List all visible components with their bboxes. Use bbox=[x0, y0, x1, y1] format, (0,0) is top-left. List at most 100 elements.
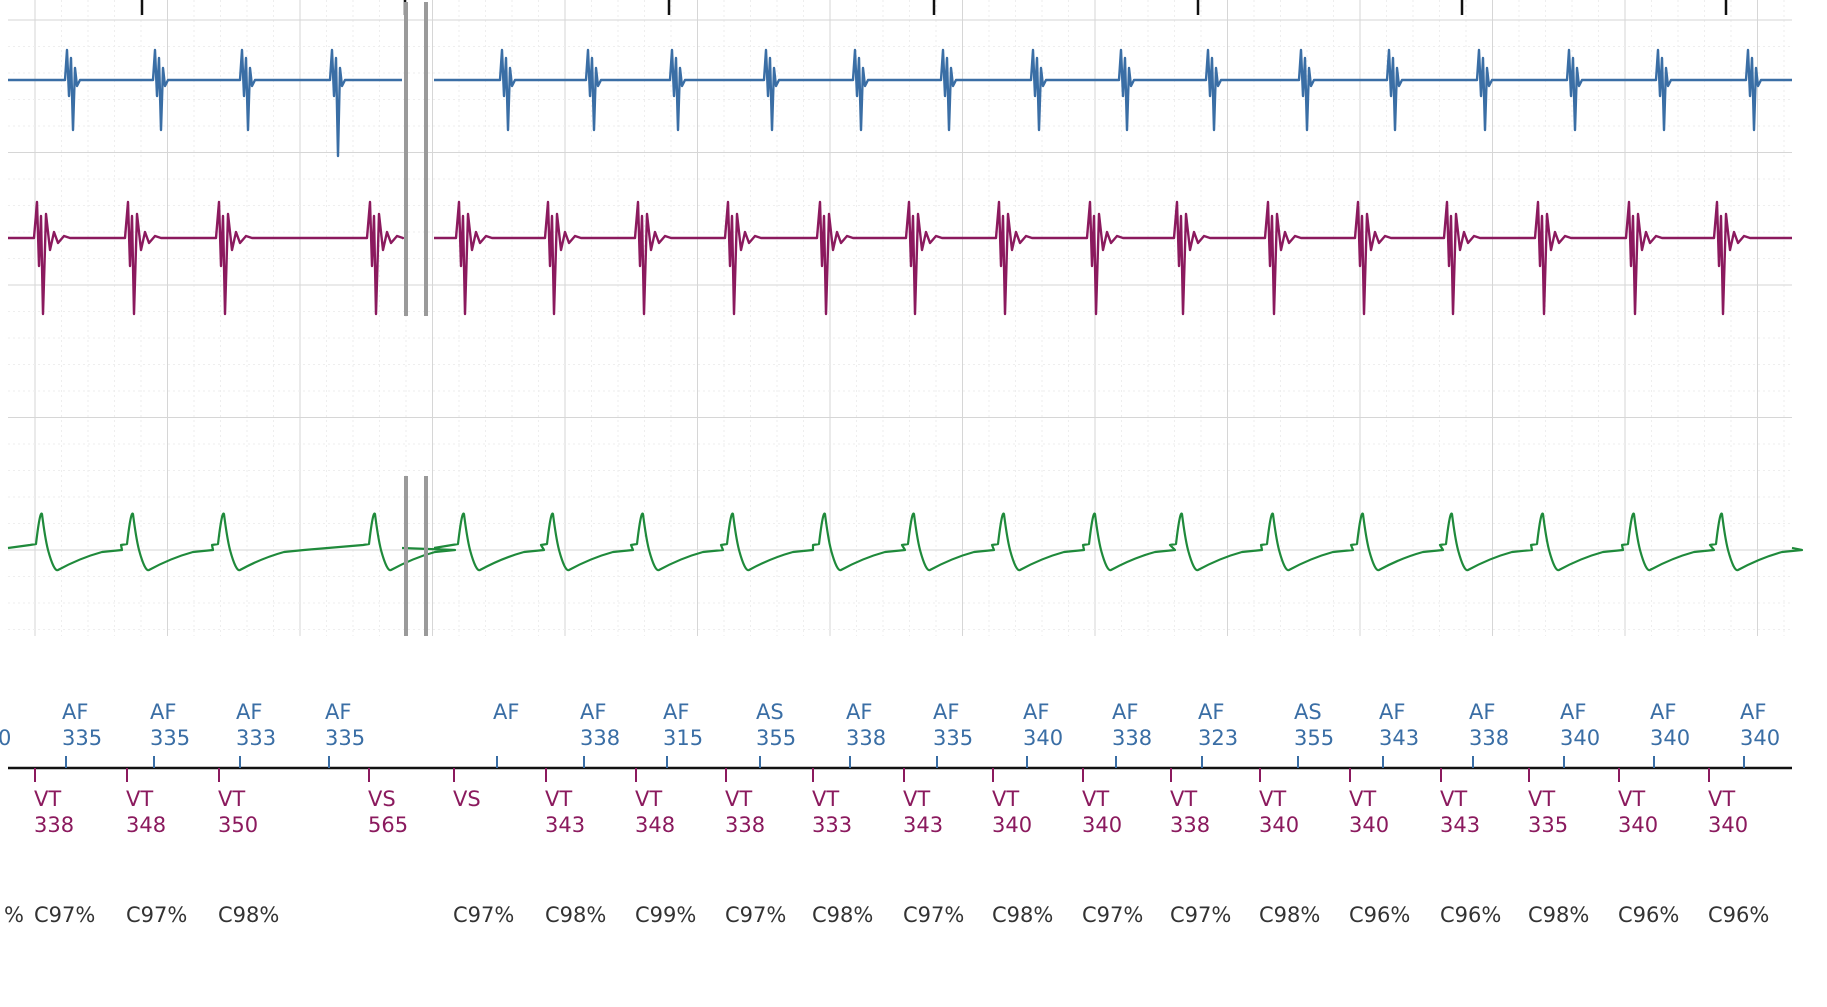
ventricular-trace bbox=[8, 200, 1792, 316]
ventricular-marker-label: VT bbox=[635, 787, 662, 811]
atrial-marker-interval: 338 bbox=[846, 726, 886, 750]
ventricular-marker-interval: 340 bbox=[992, 813, 1032, 837]
ventricular-marker-interval: 565 bbox=[368, 813, 408, 837]
ventricular-marker-label: VT bbox=[1082, 787, 1109, 811]
atrial-marker-label: AF bbox=[933, 700, 959, 724]
morphology-value: C98% bbox=[1259, 903, 1320, 927]
atrial-marker-interval: 340 bbox=[1560, 726, 1600, 750]
morphology-value: C96% bbox=[1349, 903, 1410, 927]
atrial-marker-interval: 335 bbox=[325, 726, 365, 750]
ventricular-marker-label: VT bbox=[126, 787, 153, 811]
ventricular-marker-interval: 343 bbox=[545, 813, 585, 837]
atrial-marker-label: AF bbox=[663, 700, 689, 724]
morphology-value: C97% bbox=[453, 903, 514, 927]
ventricular-marker-interval: 338 bbox=[725, 813, 765, 837]
ventricular-marker-interval: 335 bbox=[1528, 813, 1568, 837]
atrial-marker-interval: 333 bbox=[236, 726, 276, 750]
atrial-marker-interval: 335 bbox=[150, 726, 190, 750]
atrial-marker-label: AF bbox=[1112, 700, 1138, 724]
ventricular-marker-interval: 338 bbox=[34, 813, 74, 837]
grid bbox=[8, 0, 1792, 636]
morphology-value: C98% bbox=[1528, 903, 1589, 927]
atrial-marker-interval: 343 bbox=[1379, 726, 1419, 750]
morphology-row: % C97% C97% C98% C97% C98% C99% C97% C98% C97% C98… bbox=[4, 903, 1769, 927]
break-bar-right bbox=[424, 476, 428, 636]
atrial-trace bbox=[8, 48, 1792, 158]
morphology-value: C96% bbox=[1440, 903, 1501, 927]
atrial-marker-label: AF bbox=[580, 700, 606, 724]
atrial-marker-interval: 0 bbox=[0, 726, 11, 750]
break-bar-left bbox=[404, 2, 408, 316]
ventricular-marker-interval: 343 bbox=[903, 813, 943, 837]
ventricular-marker-label: VT bbox=[903, 787, 930, 811]
ventricular-marker-label: VT bbox=[34, 787, 61, 811]
atrial-marker-interval: 340 bbox=[1650, 726, 1690, 750]
ventricular-marker-label: VT bbox=[992, 787, 1019, 811]
atrial-marker-interval: 338 bbox=[1469, 726, 1509, 750]
atrial-marker-interval: 340 bbox=[1023, 726, 1063, 750]
morphology-value: C96% bbox=[1708, 903, 1769, 927]
atrial-marker-label: AS bbox=[756, 700, 784, 724]
atrial-marker-interval: 335 bbox=[62, 726, 102, 750]
ventricular-marker-label: VT bbox=[218, 787, 245, 811]
ventricular-marker-interval: 340 bbox=[1618, 813, 1658, 837]
morphology-value: C99% bbox=[635, 903, 696, 927]
shock-trace bbox=[7, 512, 1804, 572]
ventricular-marker-label: VT bbox=[1708, 787, 1735, 811]
atrial-marker-interval: 335 bbox=[933, 726, 973, 750]
ventricular-marker-interval: 348 bbox=[635, 813, 675, 837]
egm-traces bbox=[7, 48, 1804, 572]
atrial-marker-label: AF bbox=[1560, 700, 1586, 724]
atrial-marker-interval: 323 bbox=[1198, 726, 1238, 750]
atrial-marker-label: AF bbox=[1198, 700, 1224, 724]
ventricular-marker-interval: 350 bbox=[218, 813, 258, 837]
atrial-marker-label: AF bbox=[62, 700, 88, 724]
morphology-value: C97% bbox=[126, 903, 187, 927]
ventricular-marker-label: VT bbox=[812, 787, 839, 811]
ventricular-marker-interval: 340 bbox=[1349, 813, 1389, 837]
atrial-marker-label: AF bbox=[846, 700, 872, 724]
ventricular-marker-interval: 338 bbox=[1170, 813, 1210, 837]
morphology-value: C97% bbox=[1082, 903, 1143, 927]
morphology-value: C97% bbox=[34, 903, 95, 927]
ventricular-marker-label: VT bbox=[1440, 787, 1467, 811]
morphology-value: C97% bbox=[1170, 903, 1231, 927]
morphology-value: C97% bbox=[725, 903, 786, 927]
ventricular-marker-label: VS bbox=[453, 787, 481, 811]
atrial-marker-label: AF bbox=[1023, 700, 1049, 724]
morphology-value: C96% bbox=[1618, 903, 1679, 927]
atrial-marker-label: AF bbox=[1740, 700, 1766, 724]
atrial-marker-interval: 355 bbox=[1294, 726, 1334, 750]
ventricular-marker-label: VT bbox=[545, 787, 572, 811]
break-bar-right bbox=[424, 2, 428, 316]
atrial-marker-label: AF bbox=[325, 700, 351, 724]
morphology-value: C98% bbox=[218, 903, 279, 927]
ventricular-marker-interval: 348 bbox=[126, 813, 166, 837]
ventricular-marker-label: VT bbox=[1170, 787, 1197, 811]
atrial-marker-interval: 340 bbox=[1740, 726, 1780, 750]
ventricular-marker-label: VS bbox=[368, 787, 396, 811]
ventricular-marker-interval: 340 bbox=[1708, 813, 1748, 837]
ventricular-marker-interval: 333 bbox=[812, 813, 852, 837]
ventricular-marker-label: VT bbox=[725, 787, 752, 811]
atrial-marker-label: AF bbox=[1469, 700, 1495, 724]
atrial-marker-interval: 338 bbox=[1112, 726, 1152, 750]
morphology-value: C98% bbox=[545, 903, 606, 927]
atrial-marker-label: AF bbox=[1650, 700, 1676, 724]
atrial-marker-interval: 315 bbox=[663, 726, 703, 750]
break-bar-left bbox=[404, 476, 408, 636]
strip-break bbox=[404, 2, 428, 636]
ventricular-marker-interval: 340 bbox=[1082, 813, 1122, 837]
ventricular-marker-label: VT bbox=[1349, 787, 1376, 811]
morphology-value: C97% bbox=[903, 903, 964, 927]
atrial-marker-interval: 338 bbox=[580, 726, 620, 750]
ventricular-marker-label: VT bbox=[1259, 787, 1286, 811]
atrial-marker-interval: 355 bbox=[756, 726, 796, 750]
atrial-marker-label: AF bbox=[236, 700, 262, 724]
top-time-ticks bbox=[140, 0, 1728, 15]
atrial-marker-label: AF bbox=[1379, 700, 1405, 724]
atrial-marker-label: AS bbox=[1294, 700, 1322, 724]
atrial-marker-label: AF bbox=[493, 700, 519, 724]
